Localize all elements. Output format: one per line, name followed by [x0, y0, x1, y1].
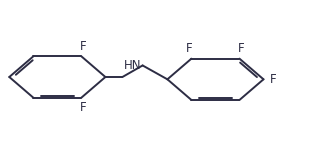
Text: F: F	[270, 73, 277, 86]
Text: F: F	[238, 42, 245, 55]
Text: F: F	[186, 42, 193, 55]
Text: F: F	[80, 40, 86, 53]
Text: F: F	[80, 101, 86, 114]
Text: HN: HN	[124, 59, 141, 72]
